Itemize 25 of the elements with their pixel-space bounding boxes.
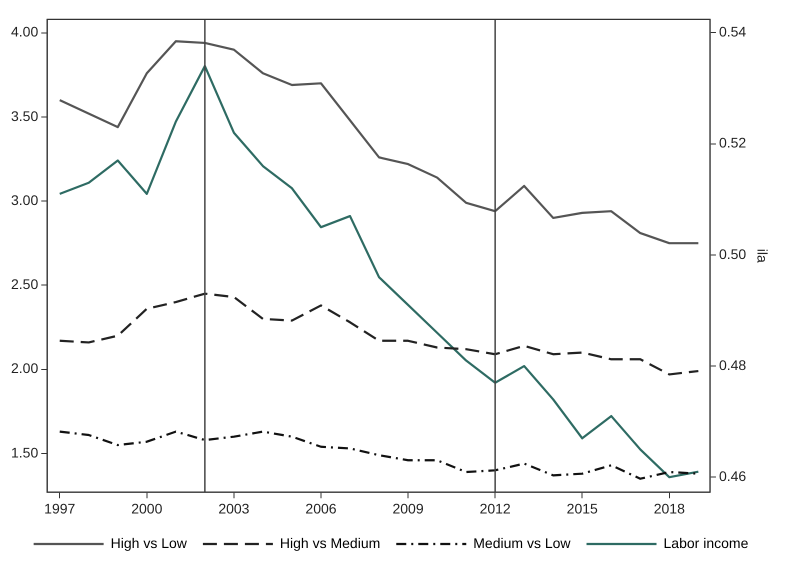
legend-label: High vs Low bbox=[110, 534, 188, 551]
x-tick-label: 2015 bbox=[566, 500, 598, 516]
y-tick-label: 3.50 bbox=[11, 108, 38, 124]
y-tick-label: 2.50 bbox=[11, 276, 38, 292]
y2-tick-label: 0.46 bbox=[718, 468, 746, 484]
y2-axis-title: ila bbox=[754, 248, 771, 264]
x-tick-label: 2012 bbox=[480, 500, 511, 516]
y2-tick-label: 0.52 bbox=[718, 134, 746, 151]
legend-label: Medium vs Low bbox=[473, 534, 572, 551]
y2-tick-label: 0.50 bbox=[718, 246, 746, 262]
y2-tick-label: 0.54 bbox=[718, 24, 746, 40]
legend-label: High vs Medium bbox=[280, 534, 380, 551]
x-tick-label: 2006 bbox=[305, 500, 337, 516]
line-series bbox=[58, 292, 700, 376]
y-tick-label: 4.00 bbox=[11, 24, 38, 40]
x-tick-label: 2003 bbox=[218, 500, 250, 516]
legend-label: Labor income bbox=[664, 534, 749, 551]
x-tick-label: 1997 bbox=[44, 500, 76, 516]
x-tick-label: 2009 bbox=[392, 500, 424, 516]
x-tick-label: 2000 bbox=[131, 500, 163, 516]
x-tick-label: 2018 bbox=[654, 500, 686, 516]
y-tick-label: 2.00 bbox=[11, 360, 38, 376]
y-tick-label: 1.50 bbox=[11, 444, 38, 460]
y-tick-label: 3.00 bbox=[11, 192, 38, 208]
y2-tick-label: 0.48 bbox=[718, 356, 746, 373]
